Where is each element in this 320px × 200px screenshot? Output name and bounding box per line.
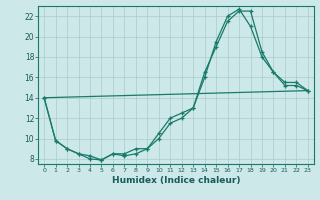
X-axis label: Humidex (Indice chaleur): Humidex (Indice chaleur) <box>112 176 240 185</box>
